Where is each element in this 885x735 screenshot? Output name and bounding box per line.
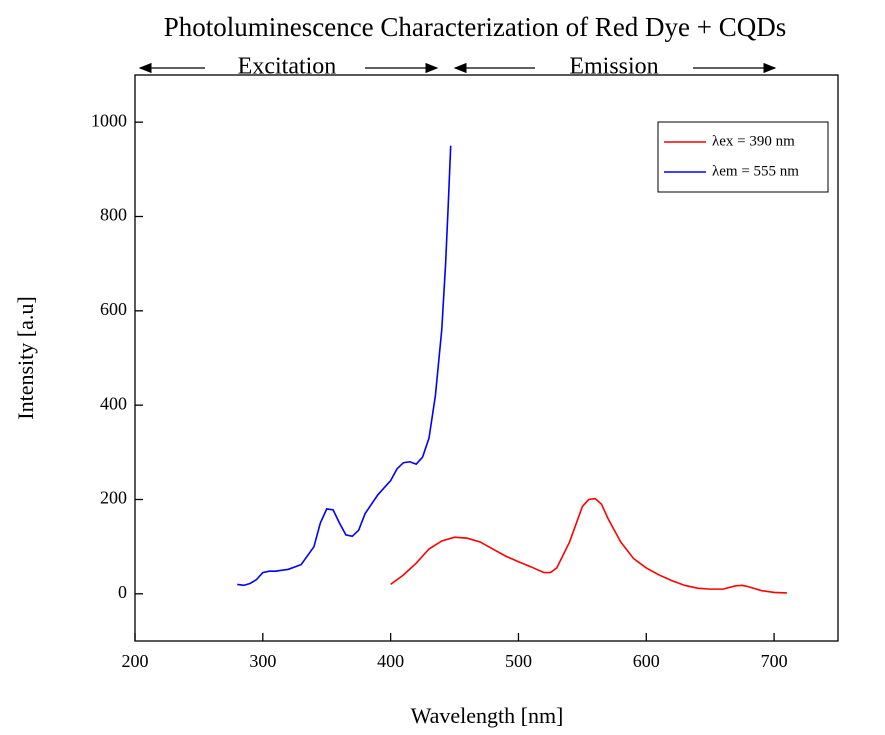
x-tick-label: 400 <box>377 651 404 671</box>
y-axis-label: Intensity [a.u] <box>13 296 38 419</box>
x-tick-label: 500 <box>505 651 532 671</box>
legend-label: λem = 555 nm <box>712 163 799 179</box>
x-tick-label: 200 <box>122 651 149 671</box>
x-tick-label: 600 <box>633 651 660 671</box>
y-tick-label: 0 <box>118 582 127 602</box>
x-tick-label: 700 <box>761 651 788 671</box>
x-axis-label: Wavelength [nm] <box>411 703 564 728</box>
y-tick-label: 200 <box>100 488 127 508</box>
chart-title: Photoluminescence Characterization of Re… <box>164 12 787 42</box>
plot-frame <box>134 74 839 642</box>
series-line <box>237 145 452 587</box>
x-tick-label: 300 <box>249 651 276 671</box>
legend-box <box>657 121 829 193</box>
series-line <box>390 497 787 594</box>
y-tick-label: 800 <box>100 205 127 225</box>
y-tick-label: 1000 <box>91 110 127 130</box>
y-tick-label: 400 <box>100 393 127 413</box>
y-tick-label: 600 <box>100 299 127 319</box>
legend-label: λex = 390 nm <box>712 133 795 149</box>
